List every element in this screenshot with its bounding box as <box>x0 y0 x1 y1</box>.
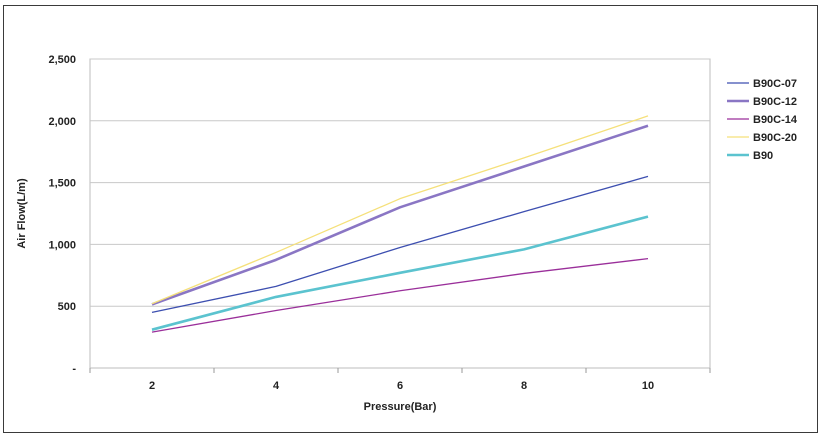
series-line-b90c-20 <box>151 115 649 305</box>
x-tick-label: 6 <box>397 380 403 392</box>
y-tick-label: 1,000 <box>48 239 76 251</box>
x-axis-ticks <box>89 368 711 373</box>
x-axis-tick-labels: 2 4 6 8 10 <box>149 380 654 392</box>
y-tick-label: 2,000 <box>48 116 76 128</box>
series-line-b90c-12 <box>151 124 649 306</box>
y-tick-label: 1,500 <box>48 178 76 190</box>
x-axis-title: Pressure(Bar) <box>364 401 437 413</box>
series-line-b90 <box>151 215 649 331</box>
legend-label: B90C-07 <box>753 78 797 90</box>
y-tick-label: - <box>72 363 76 375</box>
x-tick-label: 2 <box>149 380 155 392</box>
plot-background <box>89 58 711 369</box>
series-lines <box>151 115 649 333</box>
y-axis-title: Air Flow(L/m) <box>16 178 28 249</box>
x-tick-label: 8 <box>521 380 527 392</box>
gridlines <box>90 58 710 307</box>
y-tick-label: 500 <box>58 301 76 313</box>
y-axis-tick-labels: - 500 1,000 1,500 2,000 2,500 <box>48 54 76 375</box>
series-line-b90c-07 <box>151 175 649 314</box>
legend-label: B90C-12 <box>753 96 797 108</box>
legend-label: B90 <box>753 150 773 162</box>
series-line-b90c-14 <box>151 257 649 333</box>
legend-label: B90C-20 <box>753 132 797 144</box>
legend: B90C-07 B90C-12 B90C-14 B90C-20 B90 <box>727 78 798 162</box>
x-tick-label: 4 <box>273 380 280 392</box>
plot-area: - 500 1,000 1,500 2,000 2,500 2 4 6 8 10 <box>48 54 711 392</box>
legend-label: B90C-14 <box>753 114 798 126</box>
x-tick-label: 10 <box>642 380 654 392</box>
y-tick-label: 2,500 <box>48 54 76 66</box>
